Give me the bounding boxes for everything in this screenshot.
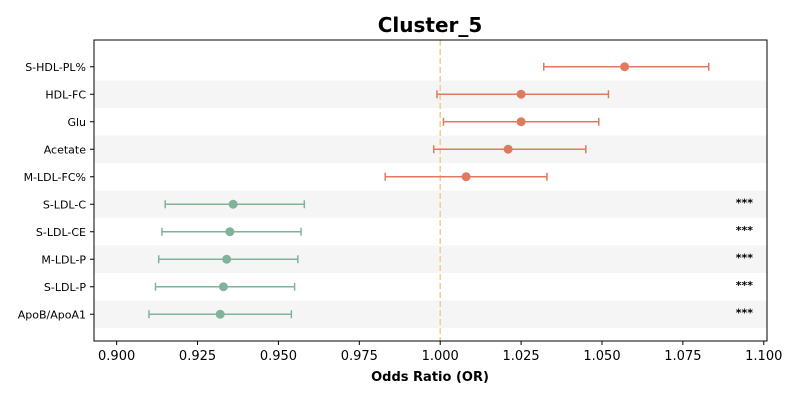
or-point <box>620 62 630 72</box>
row-band <box>94 80 767 108</box>
x-tick-label: 1.100 <box>745 349 782 364</box>
y-tick-label: HDL-FC <box>45 88 86 101</box>
significance-label: *** <box>736 251 754 264</box>
significance-label: *** <box>736 224 754 237</box>
or-point <box>503 144 513 154</box>
significance-label: *** <box>736 279 754 292</box>
chart-marks <box>148 62 710 319</box>
or-point <box>215 309 225 319</box>
row-band <box>94 135 767 163</box>
y-tick-label: S-HDL-PL% <box>25 61 86 74</box>
y-tick-label: S-LDL-P <box>44 281 86 294</box>
x-axis-ticks: 0.900 0.925 0.950 0.975 1.000 1.025 1.050 1.075… <box>98 341 782 364</box>
x-tick-label: 1.000 <box>422 349 459 364</box>
x-tick-label: 1.050 <box>583 349 620 364</box>
significance-labels: *** *** *** *** *** <box>736 196 754 319</box>
y-tick-label: S-LDL-C <box>43 198 86 211</box>
y-tick-labels: S-HDL-PL% HDL-FC Glu Acetate M-LDL-FC% S-LDL-… <box>18 61 94 321</box>
or-point <box>222 254 232 264</box>
or-point <box>228 199 238 209</box>
plot-frame <box>93 39 768 342</box>
y-tick-label: Glu <box>67 116 86 129</box>
x-tick-label: 1.075 <box>664 349 701 364</box>
x-tick-label: 0.900 <box>98 349 135 364</box>
x-tick-label: 0.950 <box>260 349 297 364</box>
y-tick-label: M-LDL-FC% <box>24 171 86 184</box>
y-tick-label: M-LDL-P <box>41 253 86 266</box>
x-tick-label: 0.975 <box>341 349 378 364</box>
y-tick-label: S-LDL-CE <box>36 226 86 239</box>
or-point <box>225 227 235 237</box>
x-tick-label: 0.925 <box>179 349 216 364</box>
or-point <box>461 172 471 182</box>
or-point <box>218 282 228 292</box>
chart-title: Cluster_5 <box>378 13 483 37</box>
significance-label: *** <box>736 196 754 209</box>
or-point <box>516 117 526 127</box>
y-tick-label: Acetate <box>44 143 87 156</box>
or-point <box>516 89 526 99</box>
x-tick-label: 1.025 <box>502 349 539 364</box>
x-axis-label: Odds Ratio (OR) <box>371 370 489 385</box>
y-tick-label: ApoB/ApoA1 <box>18 308 86 321</box>
significance-label: *** <box>736 306 754 319</box>
